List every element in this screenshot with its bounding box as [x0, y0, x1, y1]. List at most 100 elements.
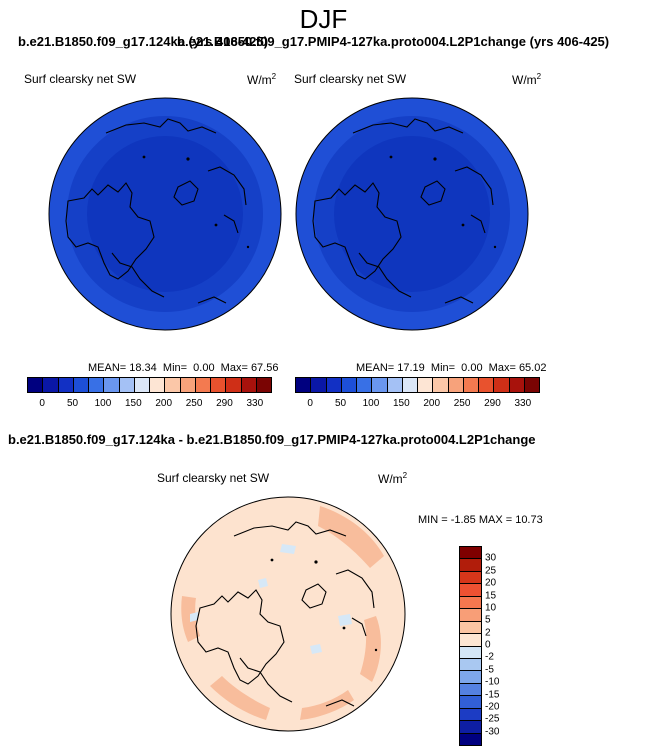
colorbar-swatch	[524, 378, 539, 392]
colorbar-swatch	[460, 547, 481, 560]
colorbar-swatch	[460, 708, 481, 722]
left-map-coastlines	[65, 118, 247, 304]
colorbar-swatch	[509, 378, 525, 392]
colorbar-tick-label: 290	[484, 398, 501, 409]
colorbar-tick-label: 150	[392, 398, 410, 409]
colorbar-tick-label: 0	[39, 398, 45, 409]
right-colorbar	[295, 377, 540, 393]
diff-variable-label: Surf clearsky net SW	[157, 471, 270, 485]
colorbar-swatch	[372, 378, 388, 392]
colorbar-swatch	[460, 621, 481, 635]
colorbar-tick-label: 2	[485, 627, 491, 639]
colorbar-swatch	[150, 378, 166, 392]
diff-stats-line: MIN = -1.85 MAX = 10.73	[418, 514, 543, 526]
colorbar-tick-label: 290	[216, 398, 233, 409]
right-polar-map	[295, 97, 529, 331]
colorbar-swatch	[357, 378, 373, 392]
colorbar-swatch	[448, 378, 464, 392]
colorbar-tick-label: 0	[307, 398, 313, 409]
colorbar-swatch	[43, 378, 59, 392]
left-map-polar-cap	[87, 136, 243, 292]
colorbar-swatch	[460, 671, 481, 684]
diff-map-background	[170, 496, 406, 732]
colorbar-swatch	[211, 378, 227, 392]
colorbar-swatch	[460, 571, 481, 585]
right-variable-label: Surf clearsky net SW	[294, 72, 407, 86]
colorbar-swatch	[460, 646, 481, 659]
colorbar-tick-label: 50	[67, 398, 79, 409]
colorbar-swatch	[73, 378, 89, 392]
colorbar-swatch	[256, 378, 271, 392]
colorbar-swatch	[418, 378, 434, 392]
colorbar-swatch	[311, 378, 327, 392]
colorbar-swatch	[134, 378, 150, 392]
right-map-polar-cap	[334, 136, 490, 292]
colorbar-tick-label: -30	[485, 726, 500, 738]
colorbar-swatch	[402, 378, 418, 392]
colorbar-swatch	[460, 696, 481, 709]
right-map-coastlines	[312, 118, 494, 304]
left-polar-map	[48, 97, 282, 331]
right-case-title: b.e21.B1850.f09_g17.PMIP4-127ka.proto004…	[177, 34, 610, 49]
colorbar-swatch	[494, 378, 510, 392]
diff-map-islands	[270, 558, 378, 652]
colorbar-swatch	[460, 634, 481, 647]
right-stats-line: MEAN= 17.19 Min= 0.00 Max= 65.02	[356, 362, 547, 374]
colorbar-tick-label: 100	[94, 398, 112, 409]
colorbar-swatch	[460, 733, 481, 745]
diff-map-negative-anomalies	[190, 544, 352, 654]
colorbar-tick-label: 0	[485, 639, 491, 651]
colorbar-tick-label: 330	[514, 398, 532, 409]
colorbar-swatch	[460, 683, 481, 697]
colorbar-tick-label: 250	[453, 398, 471, 409]
colorbar-tick-label: -25	[485, 713, 500, 725]
colorbar-tick-label: 10	[485, 602, 497, 614]
colorbar-tick-label: -2	[485, 651, 494, 663]
colorbar-tick-label: 15	[485, 590, 497, 601]
colorbar-swatch	[89, 378, 105, 392]
left-map-islands	[142, 155, 250, 249]
colorbar-tick-label: 25	[485, 565, 497, 577]
colorbar-tick-label: 20	[485, 577, 497, 589]
colorbar-tick-label: 330	[246, 398, 264, 409]
colorbar-swatch	[195, 378, 211, 392]
colorbar-swatch	[460, 721, 481, 734]
colorbar-tick-label: -15	[485, 689, 500, 700]
colorbar-swatch	[341, 378, 357, 392]
colorbar-swatch	[296, 378, 312, 392]
right-map-islands	[389, 155, 497, 249]
left-colorbar	[27, 377, 272, 393]
colorbar-swatch	[460, 609, 481, 622]
colorbar-tick-label: 50	[335, 398, 347, 409]
season-title: DJF	[299, 4, 348, 34]
colorbar-tick-label: -5	[485, 664, 494, 676]
colorbar-tick-label: 200	[423, 398, 441, 409]
colorbar-swatch	[28, 378, 44, 392]
colorbar-swatch	[387, 378, 403, 392]
colorbar-swatch	[460, 658, 481, 672]
diff-polar-map	[170, 496, 406, 732]
left-colorbar-ticks: 0 50 100 150 200 250 290 330	[27, 398, 270, 412]
colorbar-swatch	[165, 378, 181, 392]
colorbar-tick-label: 150	[124, 398, 142, 409]
colorbar-swatch	[119, 378, 135, 392]
colorbar-tick-label: 30	[485, 552, 497, 564]
colorbar-swatch	[58, 378, 74, 392]
colorbar-tick-label: 5	[485, 614, 491, 626]
colorbar-swatch	[460, 559, 481, 572]
diff-colorbar-ticks: 30 25 20 15 10 5 2 0 -2 -5 -10 -15 -20 -25 -30	[485, 546, 525, 744]
left-stats-line: MEAN= 18.34 Min= 0.00 Max= 67.56	[88, 362, 279, 374]
colorbar-swatch	[463, 378, 479, 392]
colorbar-swatch	[226, 378, 242, 392]
left-units-label: W/m2	[247, 72, 277, 87]
colorbar-swatch	[433, 378, 449, 392]
diff-colorbar	[459, 546, 482, 746]
left-case-title: b.e21.B1850.f09_g17.124ka (yrs 406-425)	[18, 34, 269, 49]
left-variable-label: Surf clearsky net SW	[24, 72, 137, 86]
right-units-label: W/m2	[512, 72, 542, 87]
colorbar-tick-label: 100	[362, 398, 380, 409]
colorbar-swatch	[104, 378, 120, 392]
colorbar-swatch	[326, 378, 342, 392]
diff-map-coastlines	[195, 521, 375, 707]
colorbar-swatch	[479, 378, 495, 392]
